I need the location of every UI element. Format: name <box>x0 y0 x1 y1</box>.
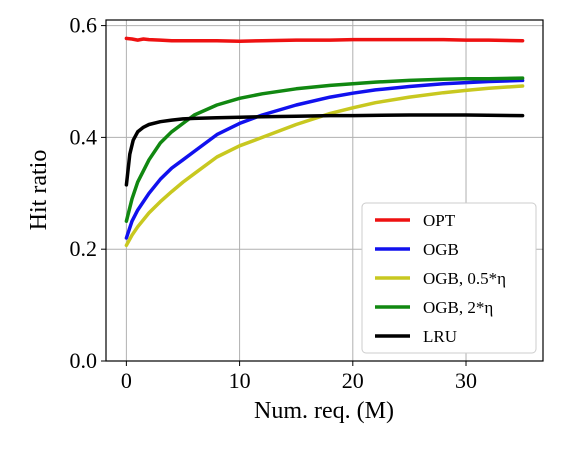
series-line-ogb-2 <box>124 76 525 223</box>
x-tick-label: 10 <box>229 368 251 393</box>
plot-frame <box>105 19 544 362</box>
series-line-ogb-0-5 <box>124 84 525 248</box>
legend: OPT OGB OGB, 0.5*η OGB, 2*η LRU <box>361 202 537 354</box>
series-line-lru <box>124 113 525 187</box>
legend-label-opt: OPT <box>423 211 456 230</box>
y-tick-label: 0.4 <box>70 124 98 149</box>
x-axis-label: Num. req. (M) <box>254 398 394 424</box>
x-tick-label: 20 <box>342 368 364 393</box>
legend-label-ogb: OGB <box>423 240 459 259</box>
legend-label-ogb-0-5: OGB, 0.5*η <box>423 269 506 288</box>
x-tick-label: 30 <box>455 368 477 393</box>
x-tick-label: 0 <box>121 368 132 393</box>
series-lines <box>124 36 525 248</box>
legend-label-lru: LRU <box>423 327 457 346</box>
axis-ticks: 0 10 20 30 0.0 0.2 0.4 0.6 <box>70 13 478 393</box>
series-line-opt <box>124 36 525 43</box>
y-tick-label: 0.0 <box>70 348 98 373</box>
legend-label-ogb-2: OGB, 2*η <box>423 298 493 317</box>
series-line-ogb <box>124 78 525 240</box>
y-tick-label: 0.6 <box>70 13 98 38</box>
legend-box <box>361 202 537 354</box>
y-tick-label: 0.2 <box>70 236 98 261</box>
y-axis-label: Hit ratio <box>26 150 52 231</box>
